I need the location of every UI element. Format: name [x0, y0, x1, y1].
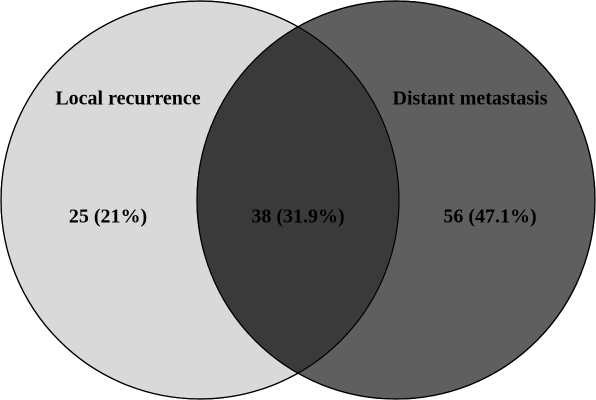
set-outline	[196, 0, 596, 400]
region-label: 25 (21%)	[69, 206, 147, 228]
set-label: Distant metastasis	[393, 88, 548, 110]
intersection	[197, 1, 399, 399]
set-outline	[0, 0, 400, 400]
set-label: Local recurrence	[55, 88, 200, 110]
region-label: 38 (31.9%)	[251, 206, 344, 228]
region-label: 56 (47.1%)	[443, 206, 536, 228]
